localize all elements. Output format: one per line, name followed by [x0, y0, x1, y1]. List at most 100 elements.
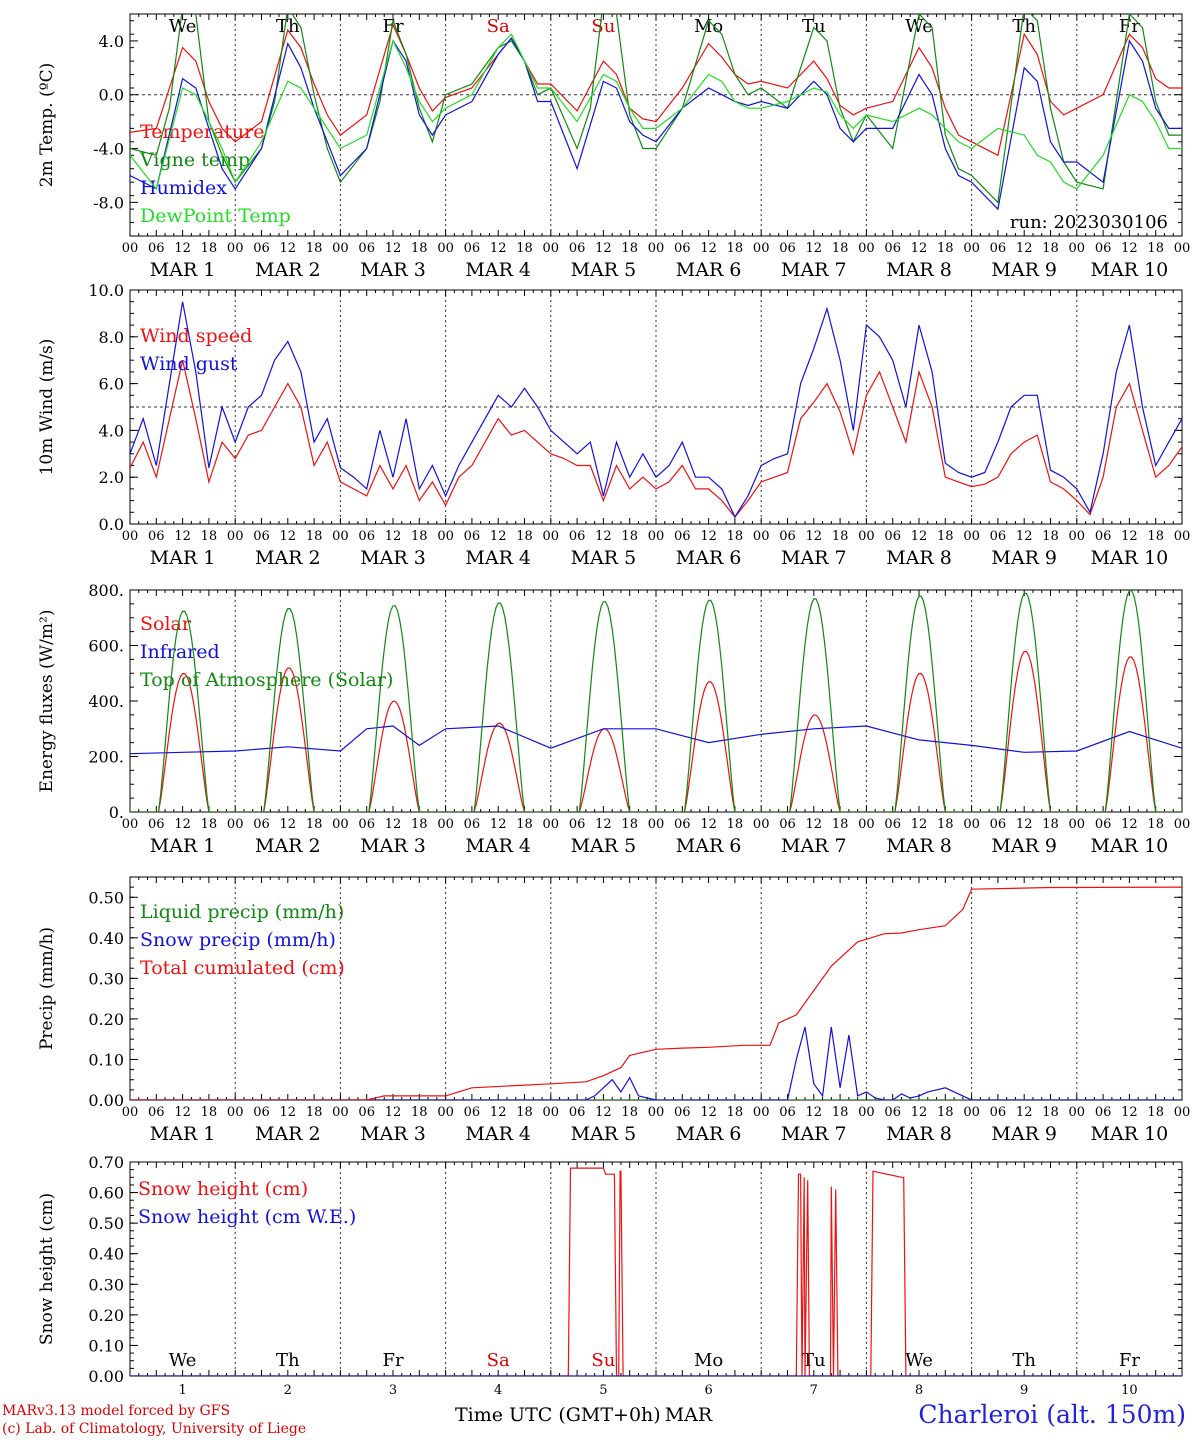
weekday-label: Sa: [487, 16, 510, 37]
series-line-red: [130, 360, 1182, 518]
hour-label: 18: [621, 1105, 638, 1120]
legend-entry: Temperature: [140, 121, 264, 143]
y-tick-label: 0.0: [99, 515, 124, 534]
date-label: MAR 6: [676, 835, 742, 857]
hour-label: 00: [858, 529, 875, 544]
time-axis-label: Time UTC (GMT+0h) MAR: [455, 1404, 712, 1426]
hour-label: 18: [1042, 1105, 1059, 1120]
legend-entry: Snow height (cm): [138, 1178, 308, 1200]
hour-label: 06: [464, 241, 481, 256]
hour-label: 00: [1069, 241, 1086, 256]
date-label: MAR 5: [571, 259, 637, 281]
hour-label: 00: [963, 817, 980, 832]
date-label: MAR 7: [781, 547, 847, 569]
hour-label: 12: [280, 1105, 297, 1120]
hour-label: 00: [332, 1105, 349, 1120]
date-label: MAR 2: [255, 259, 321, 281]
hour-label: 12: [911, 241, 928, 256]
legend-entry: Infrared: [140, 641, 220, 663]
time-axis-month: MAR: [664, 1404, 713, 1426]
day-number-label: 6: [704, 1383, 712, 1398]
series-line-blue: [130, 301, 1182, 519]
date-label: MAR 1: [150, 259, 216, 281]
weekday-label: Su: [591, 16, 615, 37]
y-tick-label: 0.40: [88, 1245, 124, 1264]
hour-label: 00: [543, 241, 560, 256]
hour-label: 12: [385, 817, 402, 832]
hour-label: 18: [411, 529, 428, 544]
hour-label: 06: [674, 241, 691, 256]
hour-label: 12: [280, 817, 297, 832]
panel-2: 0.0 2.0 4.0 6.0 8.0 10.0 10m Wind (m/s) 00 06 12 1…: [37, 281, 1190, 569]
series-line-green: [130, 590, 1182, 812]
date-label: MAR 8: [886, 1123, 952, 1145]
hour-label: 06: [464, 1105, 481, 1120]
hour-label: 00: [1069, 1105, 1086, 1120]
hour-label: 12: [911, 1105, 928, 1120]
hour-label: 06: [674, 817, 691, 832]
y-tick-label: -8.0: [93, 193, 124, 212]
hour-label: 06: [779, 1105, 796, 1120]
date-label: MAR 8: [886, 835, 952, 857]
day-number-label: 3: [389, 1383, 397, 1398]
legend-entry: Snow height (cm W.E.): [138, 1206, 356, 1228]
day-number-label: 9: [1020, 1383, 1028, 1398]
weekday-label: We: [905, 1350, 933, 1371]
hour-label: 12: [1121, 817, 1138, 832]
hour-label: 18: [306, 1105, 323, 1120]
hour-label: 06: [1095, 817, 1112, 832]
y-tick-label: 0.30: [88, 969, 124, 988]
date-label: MAR 7: [781, 1123, 847, 1145]
legend-entry: Wind gust: [140, 353, 238, 375]
hour-label: 06: [779, 241, 796, 256]
hour-label: 06: [1095, 241, 1112, 256]
date-label: MAR 9: [991, 1123, 1057, 1145]
hour-label: 06: [569, 241, 586, 256]
hour-label: 00: [753, 1105, 770, 1120]
y-axis-label: Energy fluxes (W/m²): [37, 610, 57, 793]
hour-label: 06: [779, 817, 796, 832]
hour-label: 18: [621, 241, 638, 256]
date-label: MAR 6: [676, 259, 742, 281]
date-label: MAR 3: [360, 1123, 426, 1145]
hour-label: 06: [253, 817, 270, 832]
hour-label: 06: [253, 241, 270, 256]
legend-entry: Solar: [140, 613, 192, 635]
hour-label: 18: [937, 529, 954, 544]
hour-label: 00: [963, 241, 980, 256]
hour-label: 18: [1147, 529, 1164, 544]
hour-label: 18: [832, 817, 849, 832]
date-label: MAR 7: [781, 835, 847, 857]
panel-5: 0.00 0.10 0.20 0.30 0.40 0.50 0.60 0.70 Snow hei…: [37, 1153, 1183, 1398]
hour-label: 00: [543, 1105, 560, 1120]
hour-label: 00: [963, 1105, 980, 1120]
hour-label: 12: [911, 529, 928, 544]
hour-label: 00: [1069, 817, 1086, 832]
hour-label: 00: [858, 1105, 875, 1120]
hour-label: 00: [122, 817, 139, 832]
weekday-label: Sa: [487, 1350, 510, 1371]
hour-label: 18: [832, 1105, 849, 1120]
hour-label: 06: [253, 1105, 270, 1120]
hour-label: 18: [832, 529, 849, 544]
hour-label: 12: [806, 241, 823, 256]
hour-label: 18: [306, 817, 323, 832]
weekday-label: Tu: [802, 1350, 826, 1371]
hour-label: 00: [858, 241, 875, 256]
legend-entry: Liquid precip (mm/h): [140, 901, 344, 923]
series-line-red: [130, 886, 1182, 1100]
hour-label: 06: [358, 529, 375, 544]
date-label: MAR 10: [1091, 1123, 1169, 1145]
hour-label: 06: [358, 817, 375, 832]
hour-label: 00: [332, 529, 349, 544]
weekday-label: Fr: [382, 1350, 403, 1371]
date-label: MAR 8: [886, 547, 952, 569]
hour-label: 12: [806, 1105, 823, 1120]
hour-label: 12: [806, 529, 823, 544]
weekday-label: Fr: [1119, 16, 1140, 37]
hour-label: 18: [621, 817, 638, 832]
date-label: MAR 2: [255, 835, 321, 857]
hour-label: 18: [832, 241, 849, 256]
hour-label: 12: [1016, 1105, 1033, 1120]
